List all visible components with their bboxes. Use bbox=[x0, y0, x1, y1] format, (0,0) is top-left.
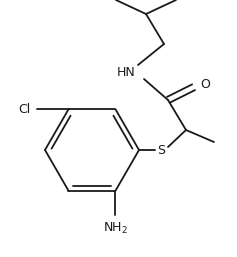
Text: Cl: Cl bbox=[18, 103, 31, 116]
Text: S: S bbox=[157, 143, 165, 157]
Text: O: O bbox=[200, 78, 210, 90]
Text: NH$_2$: NH$_2$ bbox=[103, 221, 128, 236]
Text: HN: HN bbox=[117, 66, 136, 78]
